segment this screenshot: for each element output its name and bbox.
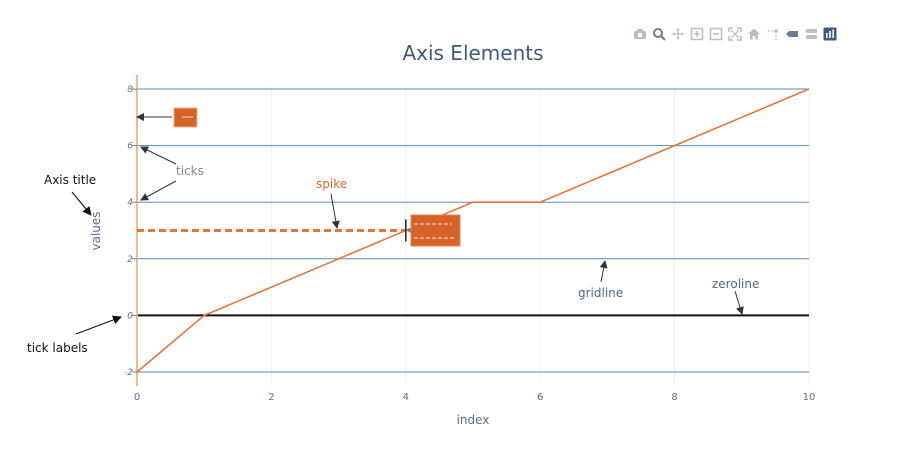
- autoscale-icon[interactable]: [727, 26, 743, 42]
- y-tick-label: 6: [127, 142, 133, 152]
- zoom-out-icon[interactable]: [708, 26, 724, 42]
- ticks-arrow-top: [140, 146, 177, 165]
- gridline-arrow: [599, 260, 608, 283]
- y-tick-label: -2: [124, 368, 133, 378]
- annotation-zeroline: zeroline: [712, 277, 759, 291]
- zeroline-arrow: [734, 290, 744, 315]
- plot-area[interactable]: -2 0 2 4 6 8 0 2 4 6 8 10: [124, 75, 815, 403]
- x-tick-label: 0: [134, 392, 140, 403]
- x-tick-label: 2: [268, 392, 274, 403]
- annotation-tick-labels: tick labels: [27, 341, 88, 355]
- home-icon[interactable]: [746, 26, 762, 42]
- x-tick-label: 6: [537, 392, 543, 403]
- y-axis-title: values: [89, 211, 103, 250]
- ticks-arrow-bottom: [140, 180, 177, 201]
- annotation-ticks: ticks: [176, 164, 204, 178]
- hover-compare-icon[interactable]: [803, 26, 819, 42]
- spike-toggle-icon[interactable]: [765, 26, 781, 42]
- x-tick-label: 10: [803, 392, 816, 403]
- hover-closest-icon[interactable]: [784, 26, 800, 42]
- pan-icon[interactable]: [670, 26, 686, 42]
- x-tick-label: 4: [403, 392, 409, 403]
- modebar: [632, 26, 838, 42]
- camera-icon[interactable]: [632, 26, 648, 42]
- chart-title: Axis Elements: [402, 41, 543, 65]
- hover-label-point: [410, 214, 461, 247]
- y-tick-label: 2: [127, 255, 133, 265]
- x-axis-title: index: [457, 413, 490, 427]
- tick-labels-arrow: [75, 315, 122, 335]
- spike-arrow: [330, 193, 340, 229]
- series-line[interactable]: [136, 88, 810, 373]
- x-tick-label: 8: [671, 392, 677, 403]
- y-tick-label: 8: [127, 85, 133, 95]
- annotation-arrows: [71, 113, 744, 335]
- zoom-in-icon[interactable]: [689, 26, 705, 42]
- plotly-logo-icon[interactable]: [822, 26, 838, 42]
- annotation-gridline: gridline: [578, 286, 623, 300]
- zoom-icon[interactable]: [651, 26, 667, 42]
- annotation-spike: spike: [316, 177, 347, 191]
- axis-title-arrow: [71, 191, 92, 216]
- y-tick-label: 0: [127, 311, 133, 321]
- hover-label-axis: [173, 107, 198, 128]
- annotation-axis-title: Axis title: [44, 173, 96, 187]
- y-tick-label: 4: [127, 198, 133, 208]
